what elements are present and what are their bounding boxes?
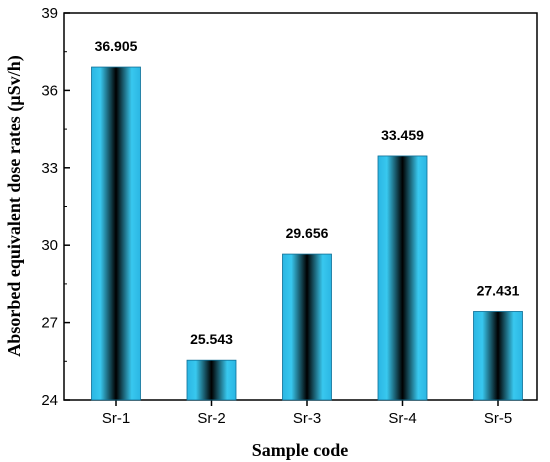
x-tick-label-sr-1: Sr-1	[102, 410, 130, 427]
bar-sr-2	[186, 359, 237, 401]
x-axis-title: Sample code	[252, 440, 349, 460]
bar-series	[91, 66, 523, 401]
bar-sr-1	[91, 66, 141, 401]
y-tick-label: 27	[41, 315, 58, 332]
data-label-sr-2: 25.543	[190, 331, 233, 347]
y-tick-label: 39	[41, 5, 58, 22]
bar-sr-5	[473, 311, 523, 401]
bar-sr-3	[282, 253, 332, 401]
x-tick-label-sr-5: Sr-5	[484, 410, 512, 427]
y-tick-label: 24	[41, 392, 58, 409]
x-tick-label-sr-4: Sr-4	[388, 410, 416, 427]
data-label-sr-3: 29.656	[286, 225, 329, 241]
y-axis-title: Absorbed equivalent dose rates (µSv/h)	[4, 55, 25, 356]
bar-sr-4	[377, 155, 428, 401]
y-axis: 24 27 30 33 36 39	[41, 5, 70, 409]
data-label-sr-5: 27.431	[477, 282, 520, 298]
x-tick-label-sr-3: Sr-3	[293, 410, 321, 427]
x-tick-label-sr-2: Sr-2	[197, 410, 225, 427]
y-tick-label: 30	[41, 237, 58, 254]
y-tick-label: 36	[41, 82, 58, 99]
data-labels: 36.905 25.543 29.656 33.459 27.431	[95, 38, 520, 347]
y-tick-label: 33	[41, 160, 58, 177]
data-label-sr-1: 36.905	[95, 38, 138, 54]
data-label-sr-4: 33.459	[381, 127, 424, 143]
x-axis: Sr-1 Sr-2 Sr-3 Sr-4 Sr-5	[102, 400, 512, 427]
